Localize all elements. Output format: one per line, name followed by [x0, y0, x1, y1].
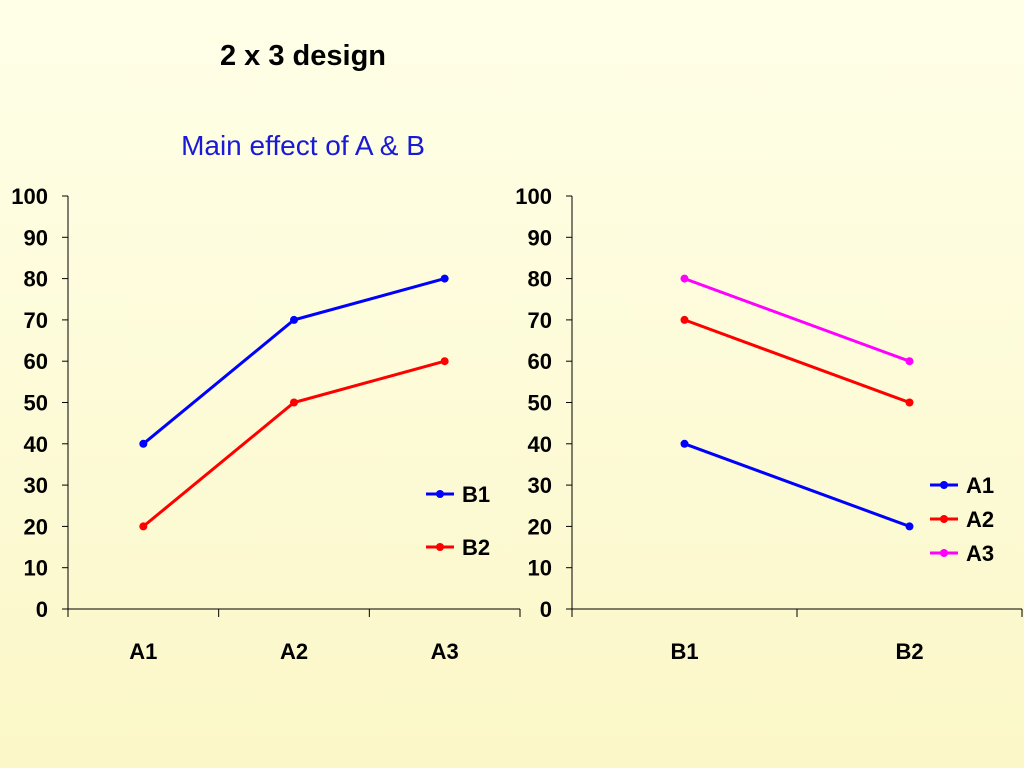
data-point: [905, 357, 914, 366]
data-point: [290, 398, 298, 407]
data-point: [139, 522, 148, 531]
y-tick-label: 10: [528, 556, 552, 581]
y-tick-label: 50: [528, 391, 552, 416]
series-line-a3: [683, 277, 911, 363]
chart-subtitle: Main effect of A & B: [181, 130, 425, 161]
data-point: [905, 522, 914, 531]
legend-marker: [940, 549, 948, 557]
y-tick-label: 40: [528, 432, 552, 457]
y-tick-label: 100: [515, 184, 552, 209]
data-point: [290, 315, 298, 324]
legend-label: B2: [462, 535, 490, 560]
x-tick-label: B1: [670, 639, 698, 664]
y-tick-label: 20: [24, 514, 48, 539]
series-line-b2: [142, 359, 446, 528]
x-tick-label: B2: [895, 639, 923, 664]
data-point: [139, 439, 148, 448]
y-tick-label: 30: [528, 473, 552, 498]
legend-label: A1: [966, 473, 994, 498]
y-tick-label: 80: [24, 267, 48, 292]
y-tick-label: 50: [24, 391, 48, 416]
x-tick-label: A3: [431, 639, 459, 664]
page-title: 2 x 3 design: [219, 40, 386, 72]
series-line-a2: [683, 318, 911, 404]
data-point: [905, 398, 914, 407]
data-point: [680, 315, 689, 324]
legend-label: B1: [462, 482, 490, 507]
y-tick-label: 10: [24, 556, 48, 581]
y-tick-label: 100: [11, 184, 48, 209]
data-point: [440, 274, 449, 283]
chart-b-by-a: 0 10 20 30 40 50 60 70 80 90 100 B1 B2 A1 A2 A3: [515, 184, 1023, 664]
x-tick-label: A1: [129, 639, 157, 664]
y-tick-label: 40: [24, 432, 48, 457]
data-point: [680, 439, 689, 448]
data-point: [440, 357, 449, 366]
series-line-b1: [142, 277, 446, 445]
y-tick-label: 90: [24, 225, 48, 250]
y-tick-label: 70: [528, 308, 552, 333]
y-tick-label: 80: [528, 267, 552, 292]
series-line-a1: [683, 442, 911, 528]
y-tick-label: 0: [540, 597, 552, 622]
y-tick-label: 20: [528, 514, 552, 539]
legend-marker: [940, 515, 948, 523]
y-tick-label: 0: [36, 597, 48, 622]
data-point: [680, 274, 689, 283]
y-tick-label: 60: [528, 349, 552, 374]
x-tick-label: A2: [280, 639, 308, 664]
legend-label: A2: [966, 507, 994, 532]
legend-label: A3: [966, 541, 994, 566]
y-tick-label: 90: [528, 225, 552, 250]
y-tick-label: 70: [24, 308, 48, 333]
y-tick-label: 60: [24, 349, 48, 374]
chart-a-by-b: 0 10 20 30 40 50 60 70 80 90 100 A1 A2 A3 B1 B2: [11, 184, 521, 664]
y-tick-label: 30: [24, 473, 48, 498]
legend-marker: [436, 543, 444, 551]
legend-marker: [436, 490, 444, 498]
legend-marker: [940, 481, 948, 489]
